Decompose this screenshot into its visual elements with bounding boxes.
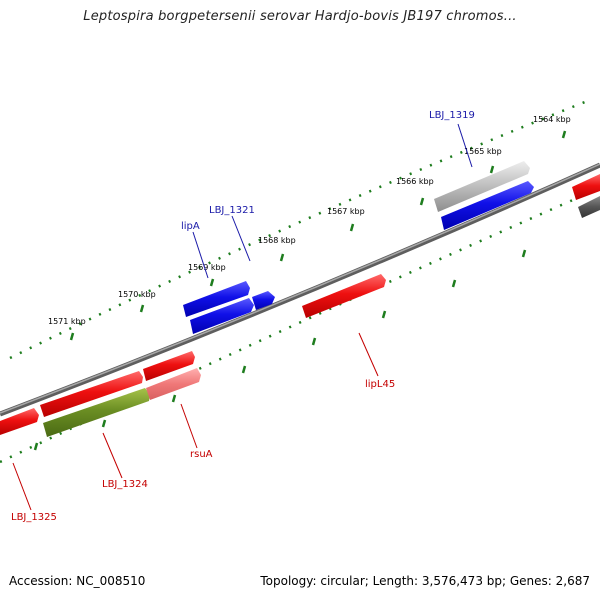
- leader-lbj-1325: [12, 462, 32, 511]
- gene-rsua[interactable]: [146, 368, 201, 400]
- major-tick: [381, 310, 387, 319]
- forward-genes[interactable]: [183, 161, 600, 334]
- gene-label-lbj-1325[interactable]: LBJ_1325: [11, 512, 57, 523]
- tick-label: 1566 kbp: [396, 177, 434, 186]
- leader-lbj-1321: [231, 215, 251, 262]
- major-tick: [69, 332, 75, 341]
- leader-lipl45: [358, 332, 379, 377]
- leader-lbj-1324: [102, 432, 123, 479]
- gene-red-block[interactable]: [40, 371, 143, 417]
- major-tick: [209, 278, 215, 287]
- tick-label: 1570 kbp: [118, 290, 156, 299]
- tick-label: 1564 kbp: [533, 115, 571, 124]
- gene-labels: LBJ_1319 LBJ_1321 lipA lipL45 rsuA LBJ_1…: [11, 110, 475, 523]
- reverse-tick-track: [0, 186, 600, 464]
- gene-label-rsua[interactable]: rsuA: [190, 449, 213, 460]
- major-tick: [101, 419, 107, 428]
- major-tick: [311, 337, 317, 346]
- tick-label: 1569 kbp: [188, 263, 226, 272]
- leader-lbj-1319: [457, 123, 473, 168]
- tick-label: 1567 kbp: [327, 207, 365, 216]
- tick-labels: 1564 kbp 1565 kbp 1566 kbp 1567 kbp 1568…: [48, 115, 571, 326]
- major-tick: [241, 365, 247, 374]
- major-tick: [561, 130, 567, 139]
- gene-red-offscreen[interactable]: [572, 174, 600, 200]
- gene-lbj-1319-pseudo[interactable]: [434, 161, 530, 212]
- major-tick: [349, 223, 355, 232]
- major-tick: [451, 279, 457, 288]
- gene-label-lbj-1324[interactable]: LBJ_1324: [102, 479, 148, 490]
- major-tick: [419, 197, 425, 206]
- tick-label: 1565 kbp: [464, 147, 502, 156]
- gene-forward-block[interactable]: [190, 298, 254, 334]
- major-tick: [171, 394, 177, 403]
- gene-label-lbj-1321[interactable]: LBJ_1321: [209, 205, 255, 216]
- leader-rsua: [180, 403, 198, 449]
- major-ticks-forward: [69, 130, 567, 341]
- leader-lipa: [192, 231, 209, 279]
- tick-label: 1571 kbp: [48, 317, 86, 326]
- tick-label: 1568 kbp: [258, 236, 296, 245]
- accession-text: Accession: NC_008510: [9, 574, 146, 588]
- major-tick: [521, 249, 527, 258]
- major-tick: [139, 304, 145, 313]
- chromosome-backbone: [0, 162, 600, 417]
- gene-label-lbj-1319[interactable]: LBJ_1319: [429, 110, 475, 121]
- label-leaders: [12, 123, 473, 511]
- gene-lbj-1324[interactable]: [43, 388, 150, 437]
- gene-lipl45[interactable]: [302, 274, 386, 318]
- gene-lbj-1319[interactable]: [441, 181, 534, 230]
- gene-dark-offscreen[interactable]: [578, 196, 600, 218]
- forward-tick-track: [9, 98, 591, 360]
- gene-red-left[interactable]: [0, 408, 39, 435]
- gene-lbj-1321[interactable]: [252, 291, 275, 310]
- gene-lipa[interactable]: [183, 281, 250, 317]
- gene-label-lipl45[interactable]: lipL45: [365, 379, 395, 390]
- major-ticks-reverse: [33, 249, 527, 451]
- gene-label-lipa[interactable]: lipA: [181, 221, 200, 232]
- map-title: Leptospira borgpetersenii serovar Hardjo…: [83, 9, 517, 24]
- genome-summary-text: Topology: circular; Length: 3,576,473 bp…: [260, 574, 590, 588]
- major-tick: [33, 442, 39, 451]
- major-tick: [279, 253, 285, 262]
- reverse-genes[interactable]: [0, 274, 386, 437]
- gene-red-block-2[interactable]: [143, 351, 195, 381]
- major-tick: [489, 165, 495, 174]
